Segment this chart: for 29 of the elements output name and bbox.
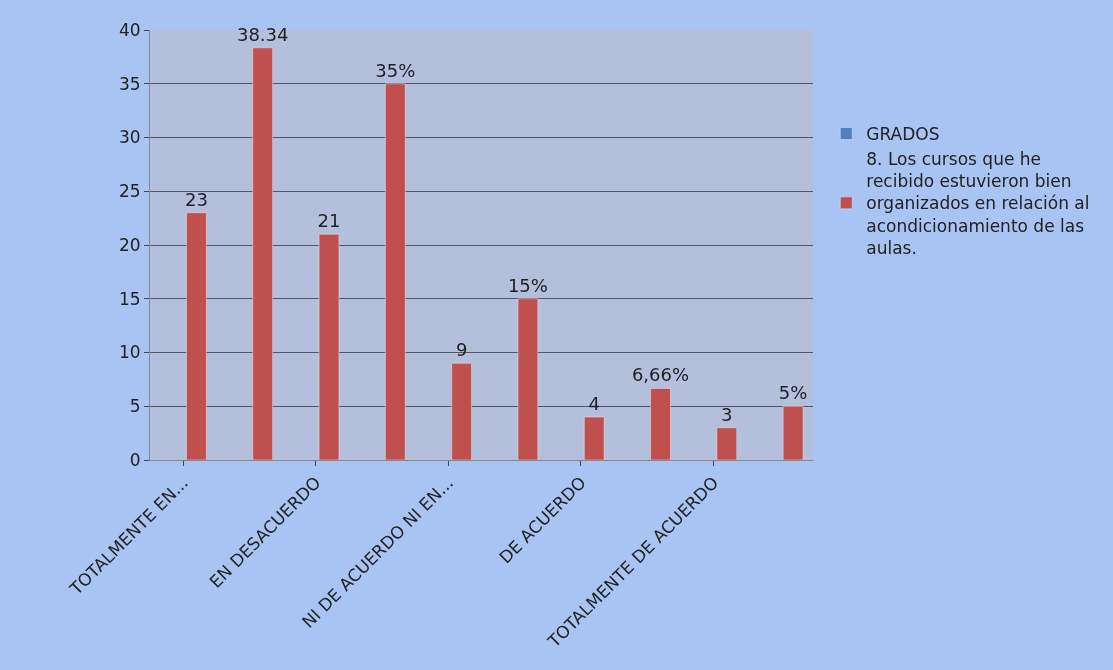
legend-label: GRADOS bbox=[866, 124, 940, 145]
bar bbox=[650, 388, 671, 460]
bar bbox=[782, 406, 804, 460]
legend-label: 8. Los cursos que he recibido estuvieron bien organizados en relación al acondicionamiento de las aulas. bbox=[866, 149, 1090, 258]
y-tick-label: 15 bbox=[118, 288, 141, 309]
y-tick-label: 30 bbox=[118, 127, 141, 148]
y-tick-label: 25 bbox=[118, 181, 141, 202]
y-tick-label: 40 bbox=[118, 19, 141, 40]
y-tick-label: 10 bbox=[118, 342, 141, 363]
bar bbox=[584, 416, 605, 460]
data-label: 15% bbox=[507, 274, 548, 296]
bar bbox=[517, 298, 539, 460]
y-tick-label: 0 bbox=[129, 449, 141, 470]
data-label: 35% bbox=[375, 59, 416, 81]
bar bbox=[385, 83, 406, 460]
data-label: 6,66% bbox=[631, 364, 690, 386]
bar bbox=[451, 363, 472, 460]
data-label: 38.34 bbox=[236, 23, 289, 45]
bar bbox=[252, 47, 273, 460]
y-tick-label: 20 bbox=[118, 234, 141, 255]
data-label: 5% bbox=[778, 382, 808, 404]
data-label: 21 bbox=[317, 210, 341, 232]
data-label: 3 bbox=[721, 403, 733, 425]
bar bbox=[186, 212, 207, 460]
y-tick-label: 5 bbox=[129, 396, 141, 417]
bar bbox=[716, 427, 738, 460]
data-label: 23 bbox=[184, 188, 208, 210]
bar bbox=[318, 234, 340, 460]
y-tick-label: 35 bbox=[118, 73, 141, 94]
